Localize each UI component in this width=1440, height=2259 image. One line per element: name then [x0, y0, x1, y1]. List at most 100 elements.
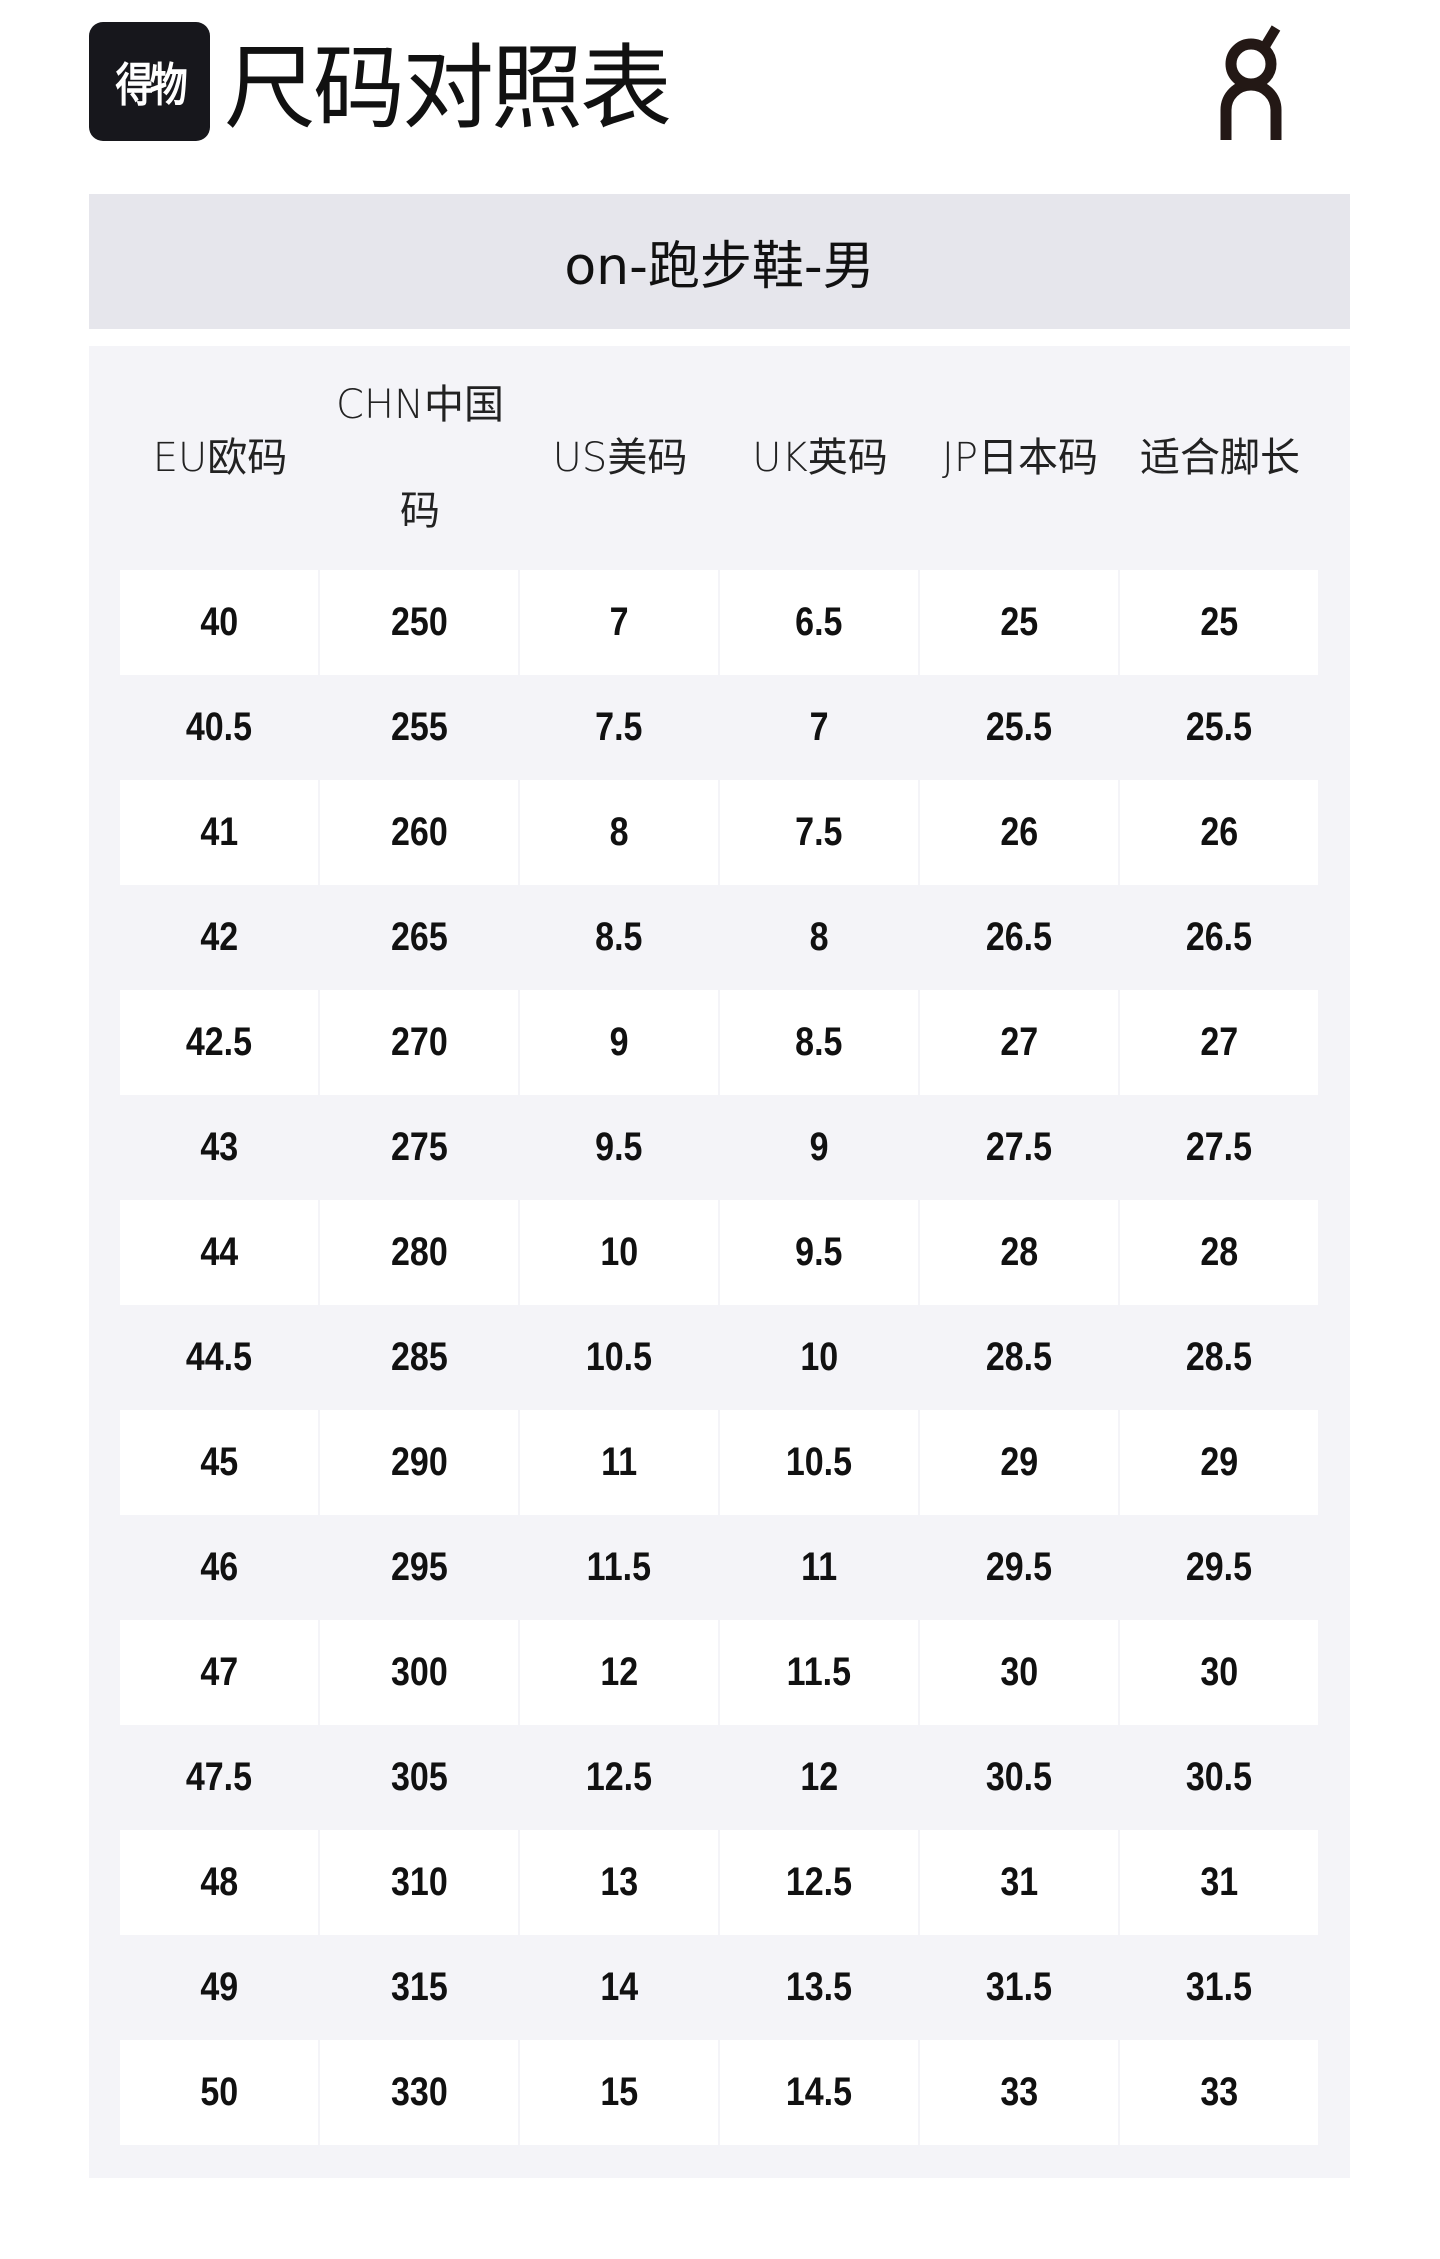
cell-value: 29	[1200, 1440, 1238, 1484]
table-cell: 29	[920, 1410, 1118, 1515]
table-cell: 40	[120, 570, 318, 675]
table-cell: 10.5	[520, 1305, 718, 1410]
table-cell: 27.5	[920, 1095, 1118, 1200]
cell-value: 46	[200, 1545, 238, 1589]
cell-value: 11	[801, 1545, 837, 1589]
cell-value: 40.5	[185, 705, 253, 749]
cell-value: 50	[200, 2070, 238, 2114]
table-cell: 41	[120, 780, 318, 885]
table-cell: 30.5	[1120, 1725, 1318, 1830]
table-cell: 295	[320, 1515, 518, 1620]
cell-value: 44.5	[185, 1335, 253, 1379]
cell-value: 25.5	[985, 705, 1053, 749]
table-cell: 33	[1120, 2040, 1318, 2145]
table-row: 50 330 15 14.5 33 33	[120, 2040, 1320, 2145]
table-row: 44.5 285 10.5 10 28.5 28.5	[120, 1305, 1320, 1410]
cell-value: 310	[390, 1860, 448, 1904]
cell-value: 305	[390, 1755, 448, 1799]
table-cell: 14.5	[720, 2040, 918, 2145]
cell-value: 26	[1000, 810, 1038, 854]
cell-value: 8	[609, 810, 629, 854]
cell-value: 13.5	[785, 1965, 853, 2009]
cell-value: 250	[390, 600, 448, 644]
cell-value: 48	[200, 1860, 238, 1904]
table-cell: 26	[1120, 780, 1318, 885]
cell-value: 31.5	[1185, 1965, 1253, 2009]
table-cell: 265	[320, 885, 518, 990]
table-cell: 260	[320, 780, 518, 885]
table-cell: 9.5	[520, 1095, 718, 1200]
table-cell: 40.5	[120, 675, 318, 780]
table-cell: 9	[520, 990, 718, 1095]
cell-value: 28.5	[1185, 1335, 1253, 1379]
table-cell: 26	[920, 780, 1118, 885]
table-cell: 42.5	[120, 990, 318, 1095]
table-cell: 10	[520, 1200, 718, 1305]
table-cell: 50	[120, 2040, 318, 2145]
cell-value: 33	[1200, 2070, 1238, 2114]
cell-value: 31.5	[985, 1965, 1053, 2009]
table-cell: 10.5	[720, 1410, 918, 1515]
cell-value: 26.5	[985, 915, 1053, 959]
cell-value: 33	[1000, 2070, 1038, 2114]
cell-value: 29	[1000, 1440, 1038, 1484]
cell-value: 47	[200, 1650, 238, 1694]
cell-value: 12.5	[585, 1755, 653, 1799]
table-cell: 29	[1120, 1410, 1318, 1515]
dewu-logo-text: 得物	[115, 57, 187, 112]
table-row: 49 315 14 13.5 31.5 31.5	[120, 1935, 1320, 2040]
table-cell: 12.5	[520, 1725, 718, 1830]
cell-value: 43	[200, 1125, 238, 1169]
column-header: 适合脚长	[1140, 435, 1300, 481]
table-row: 44 280 10 9.5 28 28	[120, 1200, 1320, 1305]
column-header: US美码	[552, 435, 688, 481]
table-cell: 285	[320, 1305, 518, 1410]
table-row: 40 250 7 6.5 25 25	[120, 570, 1320, 675]
table-cell: 275	[320, 1095, 518, 1200]
cell-value: 26.5	[1185, 915, 1253, 959]
cell-value: 9.5	[595, 1125, 643, 1169]
table-cell: 8	[520, 780, 718, 885]
table-cell: 28	[920, 1200, 1118, 1305]
table-cell: 44	[120, 1200, 318, 1305]
table-cell: 31	[1120, 1830, 1318, 1935]
cell-value: 28.5	[985, 1335, 1053, 1379]
table-body: 40 250 7 6.5 25 25 40.5 255 7.5 7 25.5 25.5 41 260 8 7.…	[120, 570, 1320, 2145]
cell-value: 10	[600, 1230, 638, 1274]
table-row: 43 275 9.5 9 27.5 27.5	[120, 1095, 1320, 1200]
table-cell: 11.5	[520, 1515, 718, 1620]
column-header: JP日本码	[942, 435, 1098, 481]
column-header: CHN中国码	[336, 382, 504, 534]
table-header: EU欧码 CHN中国码 US美码 UK英码 JP日本码 适合脚长	[120, 346, 1320, 570]
cell-value: 8	[809, 915, 829, 959]
cell-value: 7.5	[595, 705, 643, 749]
cell-value: 9	[609, 1020, 629, 1064]
table-cell: 14	[520, 1935, 718, 2040]
column-header: EU欧码	[152, 435, 288, 481]
cell-value: 31	[1200, 1860, 1238, 1904]
cell-value: 6.5	[795, 600, 843, 644]
table-cell: 47	[120, 1620, 318, 1725]
table-row: 47 300 12 11.5 30 30	[120, 1620, 1320, 1725]
cell-value: 42.5	[185, 1020, 253, 1064]
table-row: 41 260 8 7.5 26 26	[120, 780, 1320, 885]
table-cell: 28	[1120, 1200, 1318, 1305]
table-cell: 15	[520, 2040, 718, 2145]
table-cell: 10	[720, 1305, 918, 1410]
table-cell: 27	[920, 990, 1118, 1095]
table-cell: 315	[320, 1935, 518, 2040]
cell-value: 47.5	[185, 1755, 253, 1799]
table-cell: 11	[520, 1410, 718, 1515]
table-row: 42.5 270 9 8.5 27 27	[120, 990, 1320, 1095]
cell-value: 12	[800, 1755, 838, 1799]
cell-value: 10	[800, 1335, 838, 1379]
table-cell: 13	[520, 1830, 718, 1935]
table-cell: 25	[920, 570, 1118, 675]
cell-value: 29.5	[985, 1545, 1053, 1589]
table-cell: 310	[320, 1830, 518, 1935]
table-cell: 250	[320, 570, 518, 675]
cell-value: 290	[390, 1440, 448, 1484]
table-cell: 47.5	[120, 1725, 318, 1830]
table-cell: 48	[120, 1830, 318, 1935]
cell-value: 25	[1000, 600, 1038, 644]
